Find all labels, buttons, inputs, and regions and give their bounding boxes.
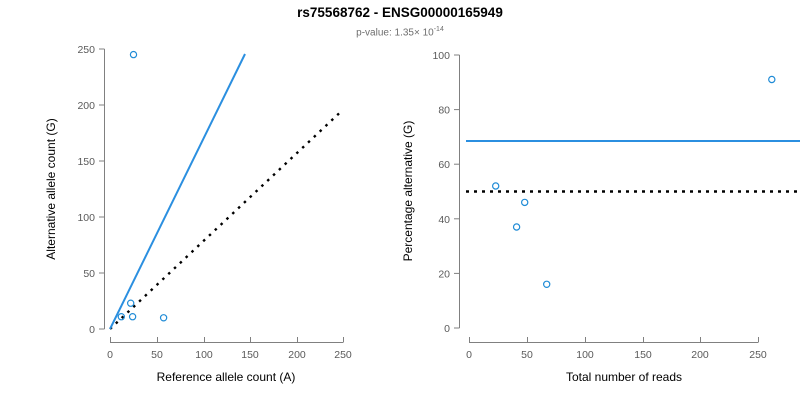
right-x-ticklabel: 100 <box>576 349 594 361</box>
pvalue-exponent: -14 <box>433 26 444 33</box>
data-point <box>492 182 500 190</box>
right-y-ticklabel: 100 <box>432 50 450 62</box>
left-x-axis: 0 50 100 150 200 250 <box>107 337 352 361</box>
left-y-ticklabel: 150 <box>77 156 95 168</box>
left-x-ticklabel: 200 <box>288 349 306 361</box>
right-x-axis-label: Total number of reads <box>566 370 682 384</box>
left-y-ticklabel: 0 <box>89 324 95 336</box>
left-y-ticklabel: 50 <box>83 268 95 280</box>
left-x-ticklabel: 150 <box>241 349 259 361</box>
left-y-axis: 250 200 150 100 50 0 <box>77 44 105 336</box>
right-x-axis: 0 50 100 150 200 250 <box>466 337 767 361</box>
right-y-ticklabel: 40 <box>438 214 450 226</box>
data-point <box>521 198 529 207</box>
right-y-ticklabel: 20 <box>438 268 450 280</box>
right-y-axis: 100 80 60 40 20 0 <box>432 50 460 335</box>
left-scatter-points <box>117 50 168 322</box>
data-point <box>126 299 135 307</box>
pvalue-subtitle: p-value: 1.35× 10-14 <box>0 26 800 38</box>
data-point <box>512 223 521 231</box>
right-y-ticklabel: 80 <box>438 105 450 117</box>
right-x-ticklabel: 50 <box>521 349 533 361</box>
page-title: rs75568762 - ENSG00000165949 <box>297 5 503 20</box>
data-point <box>159 314 168 322</box>
left-y-ticklabel: 100 <box>77 212 95 224</box>
left-x-ticklabel: 0 <box>107 349 113 361</box>
left-x-ticklabel: 250 <box>334 349 352 361</box>
left-fit-line <box>109 53 246 330</box>
left-identity-line <box>109 111 341 330</box>
left-y-ticklabel: 250 <box>77 44 95 56</box>
right-x-ticklabel: 200 <box>691 349 709 361</box>
right-x-ticklabel: 150 <box>634 349 652 361</box>
left-x-ticklabel: 100 <box>195 349 213 361</box>
right-y-ticklabel: 60 <box>438 159 450 171</box>
left-y-ticklabel: 200 <box>77 100 95 112</box>
data-point <box>543 280 551 288</box>
right-scatter-points <box>492 75 776 288</box>
data-point <box>117 313 126 321</box>
left-x-axis-label: Reference allele count (A) <box>157 370 296 384</box>
pvalue-text: p-value: 1.35× 10 <box>356 27 434 39</box>
left-y-axis-label: Alternative allele count (G) <box>44 118 58 259</box>
right-x-ticklabel: 0 <box>466 349 472 361</box>
data-point <box>768 75 776 84</box>
data-point <box>129 50 138 59</box>
right-y-ticklabel: 0 <box>444 323 450 335</box>
left-panel: 250 200 150 100 50 0 0 50 100 150 2 <box>44 44 352 384</box>
left-x-ticklabel: 50 <box>151 349 163 361</box>
data-point <box>128 313 137 321</box>
right-x-ticklabel: 250 <box>749 349 767 361</box>
right-y-axis-label: Percentage alternative (G) <box>401 121 415 262</box>
right-panel: 100 80 60 40 20 0 0 50 100 150 200 <box>401 50 800 384</box>
